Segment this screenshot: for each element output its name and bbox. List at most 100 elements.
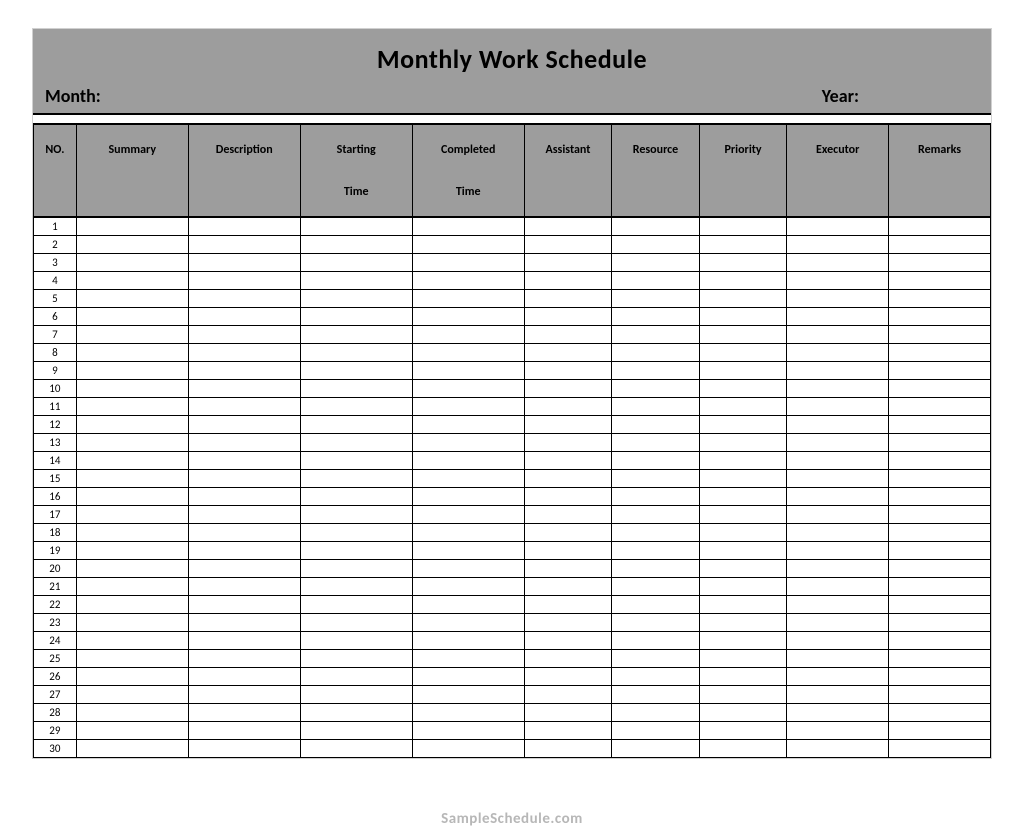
- cell-remarks[interactable]: [889, 686, 991, 704]
- cell-no[interactable]: 28: [34, 704, 77, 722]
- cell-assistant[interactable]: [524, 434, 612, 452]
- cell-assistant[interactable]: [524, 578, 612, 596]
- cell-priority[interactable]: [699, 452, 787, 470]
- cell-no[interactable]: 3: [34, 254, 77, 272]
- cell-no[interactable]: 25: [34, 650, 77, 668]
- cell-resource[interactable]: [612, 614, 700, 632]
- cell-summary[interactable]: [76, 217, 188, 236]
- cell-no[interactable]: 4: [34, 272, 77, 290]
- cell-resource[interactable]: [612, 290, 700, 308]
- cell-no[interactable]: 14: [34, 452, 77, 470]
- cell-assistant[interactable]: [524, 488, 612, 506]
- cell-summary[interactable]: [76, 650, 188, 668]
- cell-assistant[interactable]: [524, 542, 612, 560]
- cell-starting[interactable]: [300, 236, 412, 254]
- cell-summary[interactable]: [76, 326, 188, 344]
- cell-completed[interactable]: [412, 686, 524, 704]
- cell-resource[interactable]: [612, 524, 700, 542]
- cell-summary[interactable]: [76, 686, 188, 704]
- cell-priority[interactable]: [699, 740, 787, 758]
- cell-description[interactable]: [188, 380, 300, 398]
- cell-description[interactable]: [188, 614, 300, 632]
- cell-no[interactable]: 11: [34, 398, 77, 416]
- cell-starting[interactable]: [300, 434, 412, 452]
- cell-summary[interactable]: [76, 362, 188, 380]
- cell-assistant[interactable]: [524, 236, 612, 254]
- cell-executor[interactable]: [787, 668, 889, 686]
- cell-completed[interactable]: [412, 272, 524, 290]
- cell-priority[interactable]: [699, 704, 787, 722]
- cell-completed[interactable]: [412, 632, 524, 650]
- cell-priority[interactable]: [699, 650, 787, 668]
- cell-executor[interactable]: [787, 704, 889, 722]
- cell-resource[interactable]: [612, 272, 700, 290]
- cell-executor[interactable]: [787, 470, 889, 488]
- cell-priority[interactable]: [699, 614, 787, 632]
- cell-remarks[interactable]: [889, 272, 991, 290]
- cell-remarks[interactable]: [889, 290, 991, 308]
- cell-completed[interactable]: [412, 217, 524, 236]
- cell-no[interactable]: 2: [34, 236, 77, 254]
- cell-summary[interactable]: [76, 632, 188, 650]
- cell-starting[interactable]: [300, 290, 412, 308]
- cell-priority[interactable]: [699, 722, 787, 740]
- cell-starting[interactable]: [300, 632, 412, 650]
- cell-priority[interactable]: [699, 686, 787, 704]
- cell-priority[interactable]: [699, 578, 787, 596]
- cell-remarks[interactable]: [889, 524, 991, 542]
- cell-priority[interactable]: [699, 632, 787, 650]
- cell-assistant[interactable]: [524, 614, 612, 632]
- cell-executor[interactable]: [787, 650, 889, 668]
- cell-description[interactable]: [188, 434, 300, 452]
- cell-priority[interactable]: [699, 488, 787, 506]
- cell-priority[interactable]: [699, 416, 787, 434]
- cell-remarks[interactable]: [889, 560, 991, 578]
- cell-executor[interactable]: [787, 398, 889, 416]
- cell-resource[interactable]: [612, 398, 700, 416]
- cell-starting[interactable]: [300, 524, 412, 542]
- cell-priority[interactable]: [699, 344, 787, 362]
- cell-remarks[interactable]: [889, 398, 991, 416]
- cell-executor[interactable]: [787, 416, 889, 434]
- cell-resource[interactable]: [612, 506, 700, 524]
- cell-assistant[interactable]: [524, 254, 612, 272]
- cell-assistant[interactable]: [524, 452, 612, 470]
- cell-resource[interactable]: [612, 326, 700, 344]
- cell-priority[interactable]: [699, 254, 787, 272]
- cell-no[interactable]: 8: [34, 344, 77, 362]
- cell-no[interactable]: 24: [34, 632, 77, 650]
- cell-starting[interactable]: [300, 326, 412, 344]
- cell-summary[interactable]: [76, 668, 188, 686]
- cell-executor[interactable]: [787, 524, 889, 542]
- cell-summary[interactable]: [76, 722, 188, 740]
- cell-assistant[interactable]: [524, 326, 612, 344]
- cell-starting[interactable]: [300, 614, 412, 632]
- cell-summary[interactable]: [76, 254, 188, 272]
- cell-completed[interactable]: [412, 236, 524, 254]
- cell-priority[interactable]: [699, 326, 787, 344]
- cell-description[interactable]: [188, 362, 300, 380]
- cell-description[interactable]: [188, 236, 300, 254]
- cell-assistant[interactable]: [524, 344, 612, 362]
- cell-assistant[interactable]: [524, 524, 612, 542]
- cell-no[interactable]: 18: [34, 524, 77, 542]
- cell-executor[interactable]: [787, 290, 889, 308]
- cell-remarks[interactable]: [889, 650, 991, 668]
- cell-no[interactable]: 16: [34, 488, 77, 506]
- cell-description[interactable]: [188, 272, 300, 290]
- cell-description[interactable]: [188, 632, 300, 650]
- cell-starting[interactable]: [300, 650, 412, 668]
- cell-priority[interactable]: [699, 236, 787, 254]
- cell-summary[interactable]: [76, 524, 188, 542]
- cell-executor[interactable]: [787, 272, 889, 290]
- cell-remarks[interactable]: [889, 488, 991, 506]
- cell-assistant[interactable]: [524, 506, 612, 524]
- cell-completed[interactable]: [412, 722, 524, 740]
- cell-summary[interactable]: [76, 272, 188, 290]
- cell-executor[interactable]: [787, 434, 889, 452]
- cell-summary[interactable]: [76, 596, 188, 614]
- cell-description[interactable]: [188, 650, 300, 668]
- cell-remarks[interactable]: [889, 632, 991, 650]
- cell-completed[interactable]: [412, 416, 524, 434]
- cell-completed[interactable]: [412, 614, 524, 632]
